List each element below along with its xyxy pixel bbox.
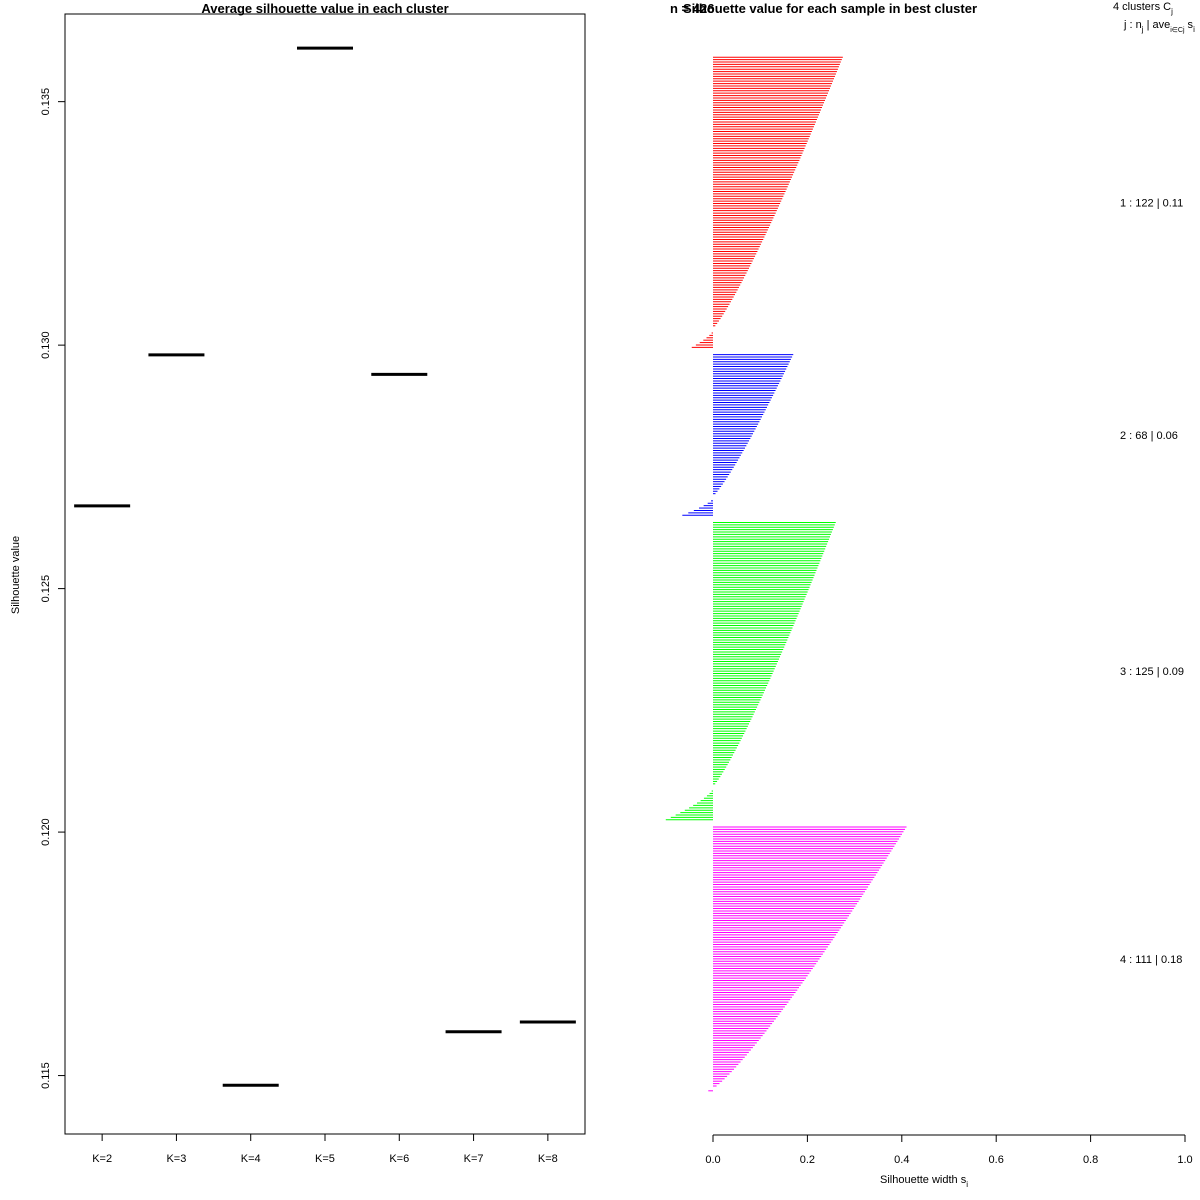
left-x-tick-label: K=5 xyxy=(315,1153,335,1165)
left-y-tick-label: 0.115 xyxy=(40,1062,52,1089)
right-x-tick-label: 0.0 xyxy=(705,1154,720,1166)
right-x-axis: 0.0 0.2 0.4 0.6 0.8 1.0 xyxy=(705,1134,1193,1166)
right-x-tick-label: 1.0 xyxy=(1177,1154,1192,1166)
left-x-tick-label: K=2 xyxy=(92,1153,112,1165)
left-x-tick-label: K=4 xyxy=(241,1153,261,1165)
left-x-tick-label: K=3 xyxy=(166,1153,186,1165)
right-x-tick-label: 0.6 xyxy=(989,1154,1004,1166)
right-panel: n = 426 Silhouette value for each sample… xyxy=(665,1,1195,1189)
left-panel: Average silhouette value in each cluster… xyxy=(10,1,586,1165)
left-y-axis: 0.115 0.120 0.125 0.130 0.135 xyxy=(40,88,65,1089)
right-x-tick-label: 0.4 xyxy=(894,1154,909,1166)
right-x-tick-label: 0.2 xyxy=(800,1154,815,1166)
left-chart-title: Average silhouette value in each cluster xyxy=(201,1,448,16)
left-y-tick-label: 0.135 xyxy=(40,88,52,116)
right-chart-title: Silhouette value for each sample in best… xyxy=(683,1,977,16)
cluster-label-3: 3 : 125 | 0.09 xyxy=(1120,666,1184,678)
left-x-tick-label: K=8 xyxy=(538,1153,558,1165)
cluster-label-2: 2 : 68 | 0.06 xyxy=(1120,430,1178,442)
left-x-tick-label: K=6 xyxy=(389,1153,409,1165)
left-data-marks xyxy=(74,46,576,1087)
silhouette-bars xyxy=(665,56,907,1092)
left-y-axis-label: Silhouette value xyxy=(10,536,22,614)
left-y-tick-label: 0.130 xyxy=(40,331,52,359)
cluster-label-1: 1 : 122 | 0.11 xyxy=(1120,197,1183,209)
left-x-axis: K=2 K=3 K=4 K=5 K=6 K=7 K=8 xyxy=(92,1134,558,1165)
cluster-label-4: 4 : 111 | 0.18 xyxy=(1120,954,1182,966)
cluster-header-line1: 4 clusters Cj xyxy=(1113,1,1173,16)
left-y-tick-label: 0.120 xyxy=(40,818,52,846)
cluster-header-line2: j : nj | avei∈Cj si xyxy=(1123,19,1195,34)
cluster-labels: 1 : 122 | 0.11 2 : 68 | 0.06 3 : 125 | 0.0… xyxy=(1120,197,1184,966)
left-plot-frame xyxy=(64,13,586,1135)
left-y-tick-label: 0.125 xyxy=(40,575,52,603)
right-overlap-text: n = 426 xyxy=(670,1,714,16)
right-x-axis-label: Silhouette width si xyxy=(880,1174,968,1189)
right-x-tick-label: 0.8 xyxy=(1083,1154,1098,1166)
left-x-tick-label: K=7 xyxy=(464,1153,484,1165)
